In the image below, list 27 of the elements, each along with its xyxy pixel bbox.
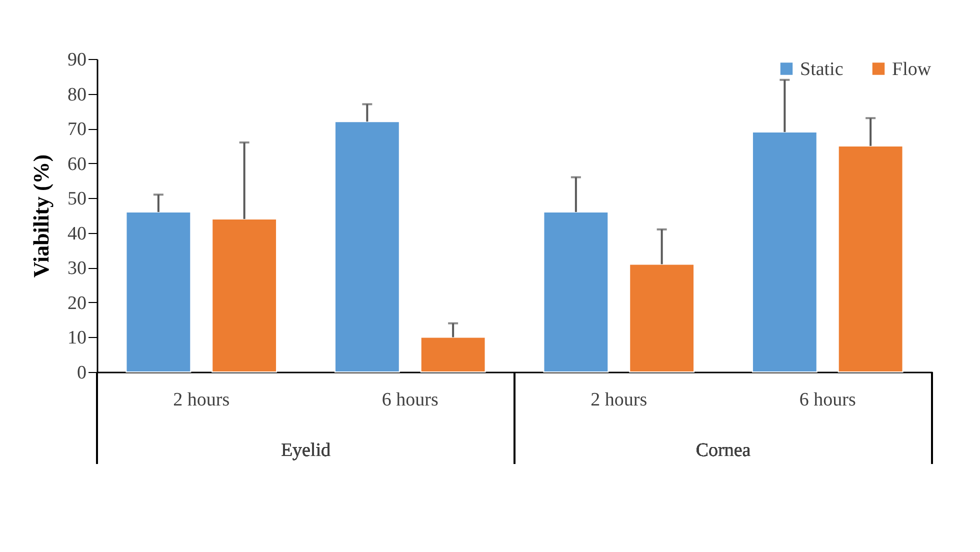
y-tick-label: 90 bbox=[68, 50, 86, 70]
bar bbox=[334, 121, 400, 372]
y-tick-label: 40 bbox=[68, 223, 86, 244]
y-tick-label: 10 bbox=[68, 328, 86, 349]
text: Eyelid bbox=[280, 440, 332, 461]
bar bbox=[629, 264, 695, 372]
legend-label: Static bbox=[800, 58, 844, 80]
y-tick-label: 30 bbox=[68, 258, 86, 280]
bar bbox=[212, 218, 278, 372]
x-tick-label: 6 hours bbox=[382, 390, 438, 410]
y-tick-label: 80 bbox=[68, 84, 86, 106]
bar bbox=[126, 212, 192, 372]
x-tick-label: 2 hours bbox=[590, 390, 648, 410]
x-tick-label: 6 hours bbox=[799, 390, 856, 410]
y-tick-label: 70 bbox=[68, 119, 86, 140]
y-tick-label: 20 bbox=[68, 292, 86, 314]
y-tick-label: 60 bbox=[68, 154, 86, 175]
bar bbox=[543, 212, 609, 372]
text: Cornea bbox=[696, 440, 752, 461]
bar bbox=[752, 132, 818, 372]
y-tick-label: 50 bbox=[68, 188, 86, 210]
y-axis-title: Viability (%) bbox=[28, 154, 54, 278]
legend-label: Flow bbox=[892, 58, 932, 80]
bar bbox=[420, 336, 486, 372]
bar bbox=[838, 145, 904, 372]
y-tick-label: 0 bbox=[77, 362, 86, 384]
x-tick-label: 2 hours bbox=[173, 390, 230, 410]
